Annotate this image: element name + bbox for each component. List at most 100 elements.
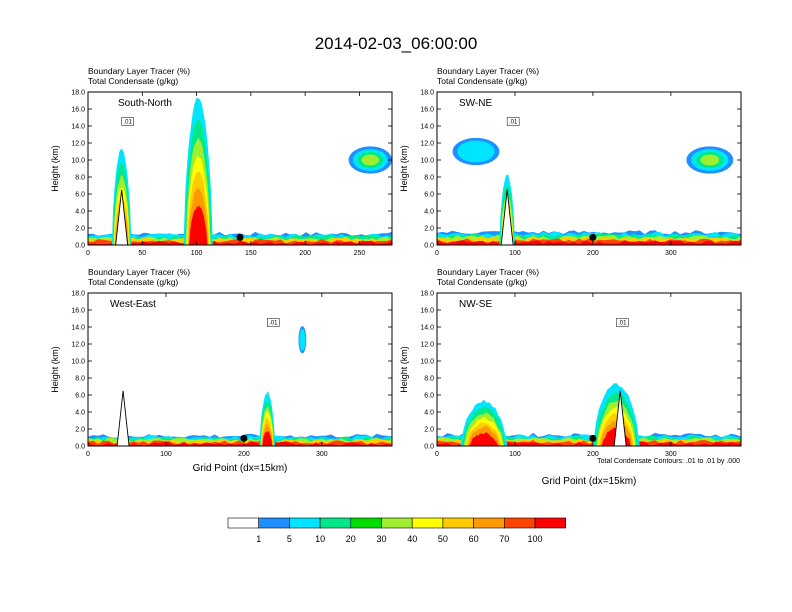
colorbar-swatch <box>350 517 382 529</box>
x-tick-label: 300 <box>316 451 328 458</box>
plot-area: .01 <box>88 98 392 245</box>
panel-label: SW-NE <box>459 98 492 109</box>
colorbar-label: 30 <box>376 534 386 544</box>
x-tick-label: 0 <box>86 451 90 458</box>
x-tick-label: 200 <box>238 451 250 458</box>
panel-header-condensate: Total Condensate (g/kg) <box>437 277 527 287</box>
y-tick-label: 6.0 <box>75 192 85 199</box>
tracer-blob <box>299 328 306 351</box>
panel-label: South-North <box>118 98 172 109</box>
x-tick-label: 150 <box>245 250 257 257</box>
tracer-band <box>437 441 741 446</box>
y-axis-label: Height (km) <box>399 145 409 192</box>
y-tick-label: 8.0 <box>75 376 85 383</box>
x-tick-label: 100 <box>509 250 521 257</box>
contour-label-text: .01 <box>269 321 278 327</box>
x-tick-label: 200 <box>587 451 599 458</box>
tracer-band <box>88 441 392 446</box>
location-marker <box>236 233 244 241</box>
contour-label: .01 <box>121 117 134 126</box>
figure-title: 2014-02-03_06:00:00 <box>315 34 478 53</box>
plot-frame <box>436 292 742 447</box>
panel-south-north: Boundary Layer Tracer (%)Total Condensat… <box>50 66 393 257</box>
colorbar-label: 70 <box>499 534 509 544</box>
y-tick-label: 18.0 <box>420 291 434 298</box>
colorbar-label: 60 <box>469 534 479 544</box>
y-axis-label: Height (km) <box>50 346 60 393</box>
y-tick-label: 10.0 <box>71 359 85 366</box>
colorbar-label: 5 <box>287 534 292 544</box>
x-tick-label: 0 <box>435 451 439 458</box>
contour-note: Total Condensate Contours: .01 to .01 by… <box>597 458 740 465</box>
y-tick-label: 14.0 <box>420 124 434 131</box>
y-tick-label: 6.0 <box>75 393 85 400</box>
x-tick-label: 100 <box>160 451 172 458</box>
tracer-blob <box>700 154 720 166</box>
y-tick-label: 4.0 <box>75 410 85 417</box>
plot-area: .01 <box>437 117 741 245</box>
y-axis-label: Height (km) <box>399 346 409 393</box>
tracer-plume <box>469 432 499 446</box>
x-tick-label: 0 <box>86 250 90 257</box>
panel-header-tracer: Boundary Layer Tracer (%) <box>88 267 190 277</box>
colorbar-label: 100 <box>527 534 542 544</box>
panel-header-condensate: Total Condensate (g/kg) <box>437 76 527 86</box>
tracer-plume <box>262 431 273 446</box>
y-tick-label: 14.0 <box>71 124 85 131</box>
location-marker <box>589 434 597 442</box>
contour-label: .01 <box>267 318 280 327</box>
y-tick-label: 16.0 <box>71 107 85 114</box>
y-tick-label: 18.0 <box>420 90 434 97</box>
contour-label-text: .01 <box>123 120 132 126</box>
colorbar-swatch <box>534 517 567 529</box>
tracer-plume <box>189 205 208 245</box>
x-tick-label: 200 <box>587 250 599 257</box>
y-tick-label: 12.0 <box>420 342 434 349</box>
tracer-blob <box>361 154 379 166</box>
x-tick-label: 100 <box>509 451 521 458</box>
y-tick-label: 10.0 <box>71 158 85 165</box>
y-tick-label: 6.0 <box>424 192 434 199</box>
colorbar-swatch <box>411 517 444 529</box>
y-tick-label: 0.0 <box>75 243 85 250</box>
location-marker <box>589 233 597 241</box>
terrain-peak <box>613 390 627 446</box>
contour-label: .01 <box>506 117 520 126</box>
tracer-band <box>88 240 392 245</box>
x-tick-label: 0 <box>435 250 439 257</box>
y-tick-label: 8.0 <box>424 175 434 182</box>
x-tick-label: 100 <box>191 250 203 257</box>
y-tick-label: 16.0 <box>420 107 434 114</box>
panel-label: West-East <box>110 299 156 310</box>
y-tick-label: 2.0 <box>424 427 434 434</box>
y-tick-label: 12.0 <box>71 342 85 349</box>
plot-area: .01 <box>437 318 741 446</box>
panel-nw-se: Boundary Layer Tracer (%)Total Condensat… <box>399 267 742 487</box>
y-axis-label: Height (km) <box>50 145 60 192</box>
colorbar-swatch <box>227 517 260 529</box>
y-tick-label: 8.0 <box>424 376 434 383</box>
colorbar-label: 1 <box>256 534 261 544</box>
colorbar-swatch <box>442 517 474 529</box>
x-axis-label: Grid Point (dx=15km) <box>542 476 637 487</box>
x-tick-label: 300 <box>665 250 677 257</box>
y-tick-label: 6.0 <box>424 393 434 400</box>
colorbar-swatch <box>473 517 505 529</box>
plot-area: .01 <box>88 318 392 446</box>
colorbar-label: 40 <box>407 534 417 544</box>
y-tick-label: 4.0 <box>424 209 434 216</box>
y-tick-label: 8.0 <box>75 175 85 182</box>
y-tick-label: 16.0 <box>71 308 85 315</box>
y-tick-label: 4.0 <box>424 410 434 417</box>
panel-sw-ne: Boundary Layer Tracer (%)Total Condensat… <box>399 66 742 257</box>
contour-label-text: .01 <box>509 120 518 126</box>
colorbar-label: 10 <box>315 534 325 544</box>
contour-label: .01 <box>616 318 629 327</box>
contour-label-text: .01 <box>618 321 627 327</box>
y-tick-label: 14.0 <box>420 325 434 332</box>
y-tick-label: 2.0 <box>424 226 434 233</box>
y-tick-label: 4.0 <box>75 209 85 216</box>
location-marker <box>240 434 248 442</box>
y-tick-label: 18.0 <box>71 90 85 97</box>
